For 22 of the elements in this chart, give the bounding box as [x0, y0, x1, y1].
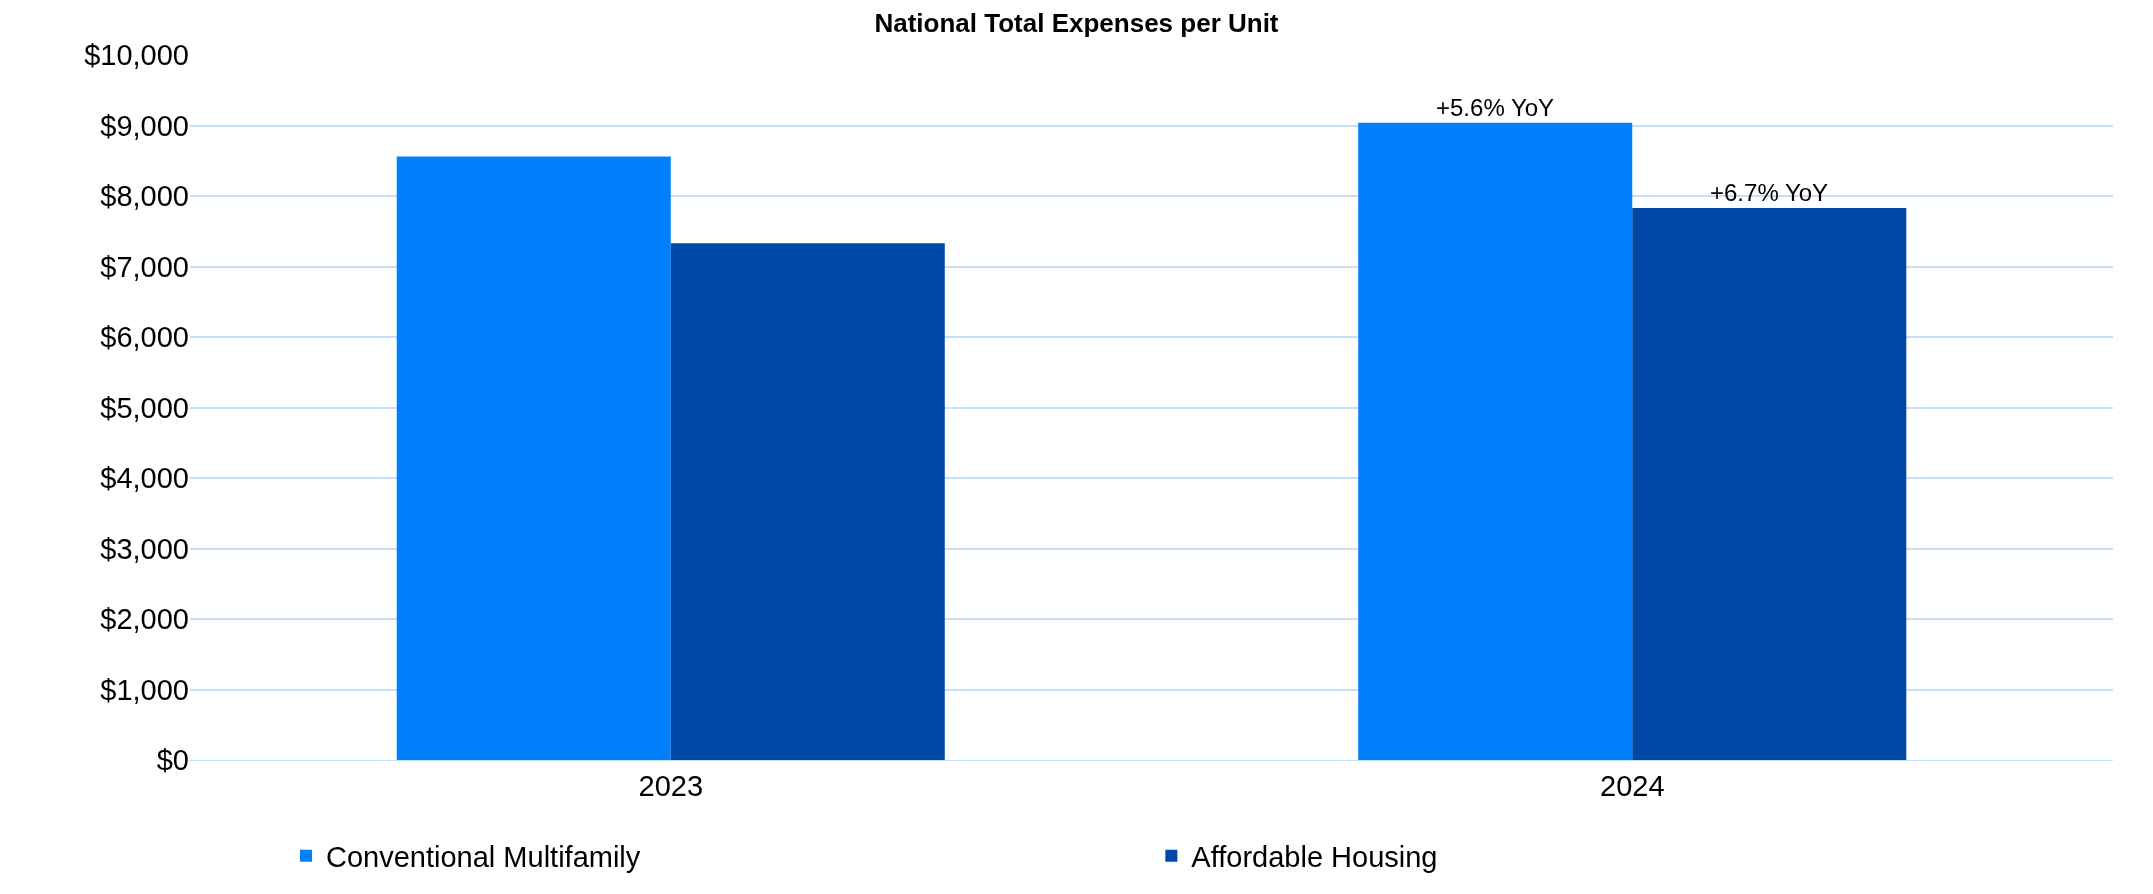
y-tick-label: $2,000 [100, 603, 189, 636]
legend-label: Conventional Multifamily [326, 841, 641, 874]
chart-title: National Total Expenses per Unit [874, 7, 1279, 38]
annotation: +6.7% YoY [1710, 179, 1829, 206]
y-tick-label: $9,000 [100, 109, 189, 142]
y-tick-label: $6,000 [100, 321, 189, 354]
y-tick-label: $0 [156, 744, 189, 777]
bar [396, 156, 671, 760]
y-tick-label: $5,000 [100, 391, 189, 424]
y-tick-label: $8,000 [100, 180, 189, 213]
legend-label: Affordable Housing [1191, 841, 1438, 874]
y-tick-label: $1,000 [100, 673, 189, 706]
y-tick-label: $7,000 [100, 250, 189, 283]
annotation: +5.6% YoY [1436, 94, 1555, 121]
x-tick-label: 2024 [1599, 769, 1665, 802]
bar [1632, 207, 1907, 760]
bar [1358, 122, 1633, 760]
y-tick-label: $3,000 [100, 532, 189, 565]
y-tick-label: $4,000 [100, 462, 189, 495]
bar [670, 243, 945, 760]
y-tick-label: $10,000 [84, 39, 189, 72]
x-tick-label: 2023 [638, 769, 704, 802]
